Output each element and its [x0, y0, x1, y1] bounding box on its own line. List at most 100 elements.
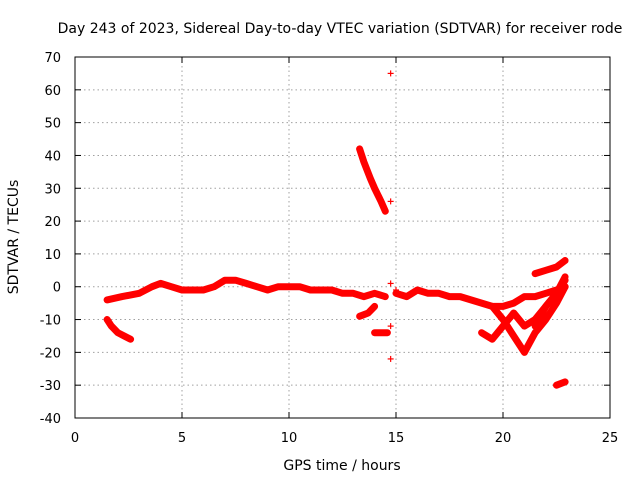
data-point-evening-fan-3: [562, 273, 569, 280]
x-tick-label: 5: [178, 431, 186, 446]
data-point-main-track-afternoon: [403, 293, 410, 300]
axis-ticks: 0 5 10 15 20 25 -40 -30 -20 -10 0 10 20 30 40 50 60 70: [40, 51, 619, 446]
data-point-isolated-points: [393, 287, 399, 294]
data-point-main-track-afternoon: [500, 303, 506, 310]
data-point-main-track-morning: [119, 293, 126, 300]
data-point-main-track-afternoon: [414, 287, 421, 294]
y-tick-label: -30: [40, 379, 61, 394]
data-point-evening-fan-1: [532, 316, 539, 323]
data-point-main-track-morning: [253, 283, 260, 290]
y-tick-label: 40: [44, 149, 61, 164]
data-point-main-track-morning: [104, 296, 111, 303]
data-point-main-track-morning: [264, 287, 271, 294]
data-point-main-track-morning: [200, 287, 207, 294]
data-point-steep-decline: [360, 159, 367, 166]
data-point-main-track-morning: [136, 290, 143, 297]
data-point-isolated-points: [387, 198, 394, 205]
data-point-evening-fan-2: [489, 303, 496, 310]
grid: [75, 57, 610, 418]
data-point-early-dip: [127, 336, 134, 343]
band-evening-fan-3: [531, 273, 569, 330]
y-tick-label: 30: [44, 182, 61, 197]
data-point-evening-fan-1: [510, 309, 517, 316]
data-point-main-track-afternoon: [425, 290, 432, 297]
data-point-isolated-points: [387, 355, 394, 362]
y-axis-title: SDTVAR / TECUs: [6, 180, 22, 295]
data-point-main-track-afternoon: [467, 296, 474, 303]
x-tick-label: 15: [388, 431, 405, 446]
data-point-evening-fan-2: [562, 283, 569, 290]
data-point-main-track-morning: [339, 290, 346, 297]
data-point-evening-fan-1: [521, 323, 528, 330]
data-point-main-track-morning: [286, 283, 292, 290]
data-point-main-track-morning: [149, 283, 156, 290]
data-point-isolated-low-segment: [384, 329, 391, 336]
data-point-main-track-afternoon: [478, 300, 485, 307]
data-point-late-outlier-segment: [562, 378, 569, 385]
data-point-main-track-morning: [221, 277, 228, 284]
x-tick-label: 25: [602, 431, 619, 446]
data-point-evening-fan-2: [542, 316, 549, 323]
data-point-main-track-morning: [296, 283, 303, 290]
data-point-evening-fan-2: [521, 349, 528, 356]
data-point-isolated-points: [387, 323, 394, 330]
data-point-short-negative-segment: [365, 309, 372, 316]
data-point-early-dip: [114, 329, 121, 336]
x-tick-label: 10: [281, 431, 298, 446]
data-point-main-track-afternoon: [542, 290, 549, 297]
data-point-main-track-morning: [318, 287, 325, 294]
data-point-late-positive: [542, 267, 549, 274]
data-points: [104, 70, 569, 389]
data-point-main-track-morning: [179, 287, 185, 294]
band-evening-fan-2: [488, 283, 569, 356]
data-point-evening-fan-3: [542, 303, 549, 310]
data-point-evening-fan-2: [510, 332, 517, 339]
data-point-steep-decline: [367, 175, 374, 182]
data-point-evening-fan-3: [553, 290, 560, 297]
data-bands: [103, 145, 569, 389]
y-tick-label: -10: [40, 314, 61, 329]
chart-title: Day 243 of 2023, Sidereal Day-to-day VTE…: [58, 21, 623, 37]
plot-frame: [74, 56, 611, 419]
data-point-main-track-afternoon: [510, 300, 517, 307]
data-point-main-track-morning: [307, 287, 314, 294]
data-point-evening-fan-1: [478, 329, 485, 336]
data-point-main-track-afternoon: [457, 293, 464, 300]
data-point-evening-fan-1: [489, 336, 496, 343]
data-point-early-dip: [108, 323, 115, 330]
data-point-steep-decline: [371, 185, 378, 192]
y-tick-label: 10: [44, 248, 61, 263]
data-point-main-track-morning: [168, 283, 175, 290]
y-tick-label: 20: [44, 215, 61, 230]
data-point-main-track-morning: [232, 277, 239, 284]
y-tick-label: 0: [53, 281, 61, 296]
data-point-late-positive: [553, 264, 560, 271]
data-point-main-track-morning: [360, 293, 367, 300]
data-point-early-dip: [104, 316, 111, 323]
data-point-main-track-morning: [382, 293, 389, 300]
y-tick-label: 60: [44, 84, 61, 99]
data-point-main-track-morning: [189, 287, 196, 294]
data-point-main-track-morning: [243, 280, 250, 287]
y-tick-label: -40: [40, 412, 61, 427]
data-point-main-track-morning: [350, 290, 357, 297]
data-point-short-negative-segment: [371, 303, 378, 310]
band-steep-decline: [356, 145, 389, 215]
y-tick-label: 70: [44, 51, 61, 66]
x-tick-label: 20: [495, 431, 512, 446]
data-point-evening-fan-2: [500, 316, 506, 323]
data-point-main-track-morning: [275, 283, 282, 290]
data-point-early-dip: [121, 332, 128, 339]
data-point-isolated-points: [387, 280, 394, 287]
data-point-late-positive: [532, 270, 539, 277]
data-point-isolated-points: [387, 70, 394, 77]
data-point-main-track-morning: [211, 283, 218, 290]
data-point-evening-fan-3: [532, 323, 539, 330]
data-point-evening-fan-2: [553, 300, 560, 307]
data-point-main-track-afternoon: [521, 293, 528, 300]
x-axis-title: GPS time / hours: [283, 458, 400, 474]
data-point-isolated-low-segment: [371, 329, 378, 336]
band-short-negative-segment: [356, 302, 379, 320]
data-point-short-negative-segment: [356, 313, 363, 320]
